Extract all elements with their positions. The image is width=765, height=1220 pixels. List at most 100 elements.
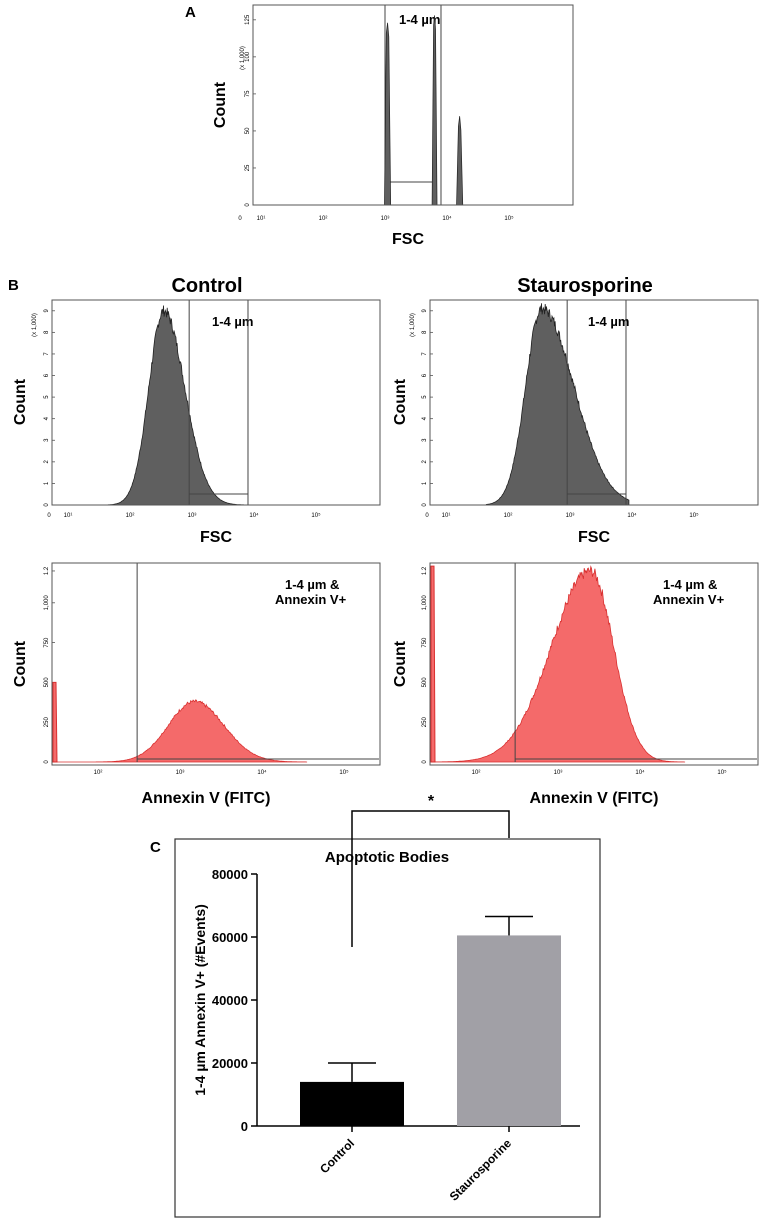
x-tick-label: 10⁵ — [504, 215, 514, 222]
histogram-peak — [431, 15, 438, 206]
panel-label-c: C — [150, 839, 161, 856]
y-tick-label: 40000 — [212, 993, 248, 1008]
histogram-a — [384, 5, 464, 206]
y-tick-label: 1 — [422, 481, 428, 485]
y-tick-label: 1.2 — [44, 566, 50, 575]
y-tick-label: 1,000 — [422, 595, 428, 611]
y-tick-label: 0 — [422, 760, 428, 764]
x-tick-label: 10² — [319, 216, 328, 222]
x-tick-label: 10¹ — [442, 513, 451, 519]
y-tick-label: 1.2 — [422, 566, 428, 575]
x-tick-label: 10⁵ — [311, 512, 321, 519]
y-tick-label: 2 — [422, 460, 428, 464]
y-tick-label: 6 — [44, 373, 50, 377]
histogram-stauro-annexin — [430, 563, 757, 763]
x-tick-label: 10¹ — [257, 216, 266, 222]
histogram-area — [485, 303, 630, 506]
y-tick-label: 0 — [245, 203, 251, 207]
plot-frame-stauro-annexin — [429, 562, 759, 766]
gate-label-control-annexin-1: 1-4 µm & — [285, 577, 339, 592]
ylabel-control-annexin: Count — [12, 640, 29, 687]
x-tick-label: 10³ — [554, 770, 563, 776]
xlabel-stauro-fsc: FSC — [578, 529, 610, 546]
x-tick-label: 10⁴ — [635, 769, 645, 776]
gate-label-stauro-annexin-2: Annexin V+ — [653, 592, 725, 607]
yunits-a: (x 1,000) — [240, 46, 246, 70]
y-tick-label: 9 — [422, 308, 428, 312]
significance-star: * — [428, 793, 435, 810]
column-title-control: Control — [171, 275, 242, 297]
y-tick-label: 9 — [44, 308, 50, 312]
y-tick-label: 75 — [245, 90, 251, 97]
panel-label-a: A — [185, 4, 196, 21]
ylabel-stauro-fsc: Count — [392, 378, 409, 425]
bar-control — [300, 1081, 404, 1126]
bar-staurosporine — [457, 935, 561, 1126]
y-tick-label: 500 — [44, 677, 50, 688]
yunits-stauro-fsc: (x 1,000) — [410, 313, 416, 337]
histogram-stauro-fsc — [485, 300, 630, 506]
y-tick-label: 5 — [422, 395, 428, 399]
y-tick-label: 80000 — [212, 867, 248, 882]
gate-label-control-fsc: 1-4 µm — [212, 314, 253, 329]
x-tick-label: 10⁵ — [717, 769, 727, 776]
ticks-control-fsc: 0 10¹ 10² 10³ 10⁴ 10⁵ 0 1 2 3 4 5 6 7 8 9 — [44, 308, 321, 519]
y-tick-label: 4 — [44, 416, 50, 420]
x-tick-label: 0 — [425, 513, 429, 519]
x-tick-label: 10³ — [381, 216, 390, 222]
y-tick-label: 6 — [422, 373, 428, 377]
bar-chart: Apoptotic Bodies 0 20000 40000 60000 80000 1-4… — [192, 793, 580, 1204]
x-tick-label: Staurosporine — [447, 1136, 515, 1204]
histogram-control-fsc — [107, 300, 251, 506]
y-tick-label: 8 — [422, 330, 428, 334]
xlabel-control-annexin: Annexin V (FITC) — [142, 790, 271, 807]
x-tick-label: 10³ — [176, 770, 185, 776]
xlabel-stauro-annexin: Annexin V (FITC) — [530, 790, 659, 807]
y-tick-label: 5 — [44, 395, 50, 399]
y-tick-label: 50 — [245, 127, 251, 134]
y-tick-label: 4 — [422, 416, 428, 420]
x-tick-label: 10⁵ — [689, 512, 699, 519]
xlabel-control-fsc: FSC — [200, 529, 232, 546]
histogram-control-annexin — [52, 563, 379, 763]
x-tick-label: 10⁴ — [257, 769, 267, 776]
y-tick-label: 60000 — [212, 930, 248, 945]
ticks-a: 0 10¹ 10² 10³ 10⁴ 10⁵ 0 25 50 75 100 125 — [238, 14, 514, 222]
ylabel-stauro-annexin: Count — [392, 640, 409, 687]
y-tick-label: 0 — [44, 503, 50, 507]
gate-label-stauro-fsc: 1-4 µm — [588, 314, 629, 329]
y-tick-label: 750 — [422, 637, 428, 648]
y-tick-label: 1,000 — [44, 595, 50, 611]
gate-label-a: 1-4 µm — [399, 12, 440, 27]
y-tick-label: 25 — [245, 164, 251, 171]
x-tick-label: 10² — [472, 770, 481, 776]
panel-label-b: B — [8, 277, 19, 294]
plot-frame-stauro-fsc — [429, 299, 759, 506]
x-tick-label: Control — [317, 1136, 357, 1176]
histogram-area — [107, 305, 251, 506]
axis-spike — [430, 565, 436, 763]
y-tick-label: 7 — [44, 352, 50, 356]
x-tick-label: 10² — [504, 513, 513, 519]
ticks-stauro-fsc: 0 10¹ 10² 10³ 10⁴ 10⁵ 0 1 2 3 4 5 6 7 8 9 — [422, 308, 699, 519]
plot-frame-control-annexin — [51, 562, 381, 766]
significance-bracket — [351, 810, 510, 947]
y-tick-label: 1 — [44, 481, 50, 485]
y-tick-label: 0 — [422, 503, 428, 507]
histogram-area — [57, 699, 308, 763]
x-tick-label: 10² — [94, 770, 103, 776]
y-tick-label: 20000 — [212, 1056, 248, 1071]
ticks-control-annexin: 10² 10³ 10⁴ 10⁵ 0 250 500 750 1,000 1.2 — [44, 566, 349, 776]
x-tick-label: 10³ — [566, 513, 575, 519]
x-tick-label: 10² — [126, 513, 135, 519]
ylabel-control-fsc: Count — [12, 378, 29, 425]
y-tick-label: 500 — [422, 677, 428, 688]
x-tick-label: 10¹ — [64, 513, 73, 519]
plot-frame-a — [252, 4, 574, 206]
gate-label-control-annexin-2: Annexin V+ — [275, 592, 347, 607]
y-tick-label: 100 — [245, 51, 251, 62]
y-tick-label: 0 — [241, 1119, 248, 1134]
axis-spike — [52, 681, 58, 763]
x-tick-label: 10⁵ — [339, 769, 349, 776]
